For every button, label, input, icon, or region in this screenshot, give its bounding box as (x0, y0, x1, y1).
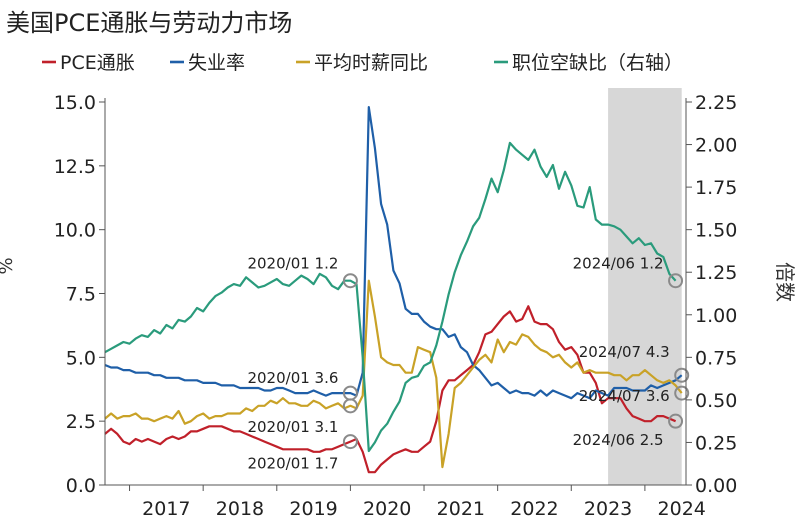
annotation-marker (674, 367, 690, 383)
x-tick-label: 2020 (363, 498, 411, 520)
left-tick-label: 7.5 (66, 284, 96, 306)
right-tick-label: 1.25 (695, 262, 737, 284)
right-axis-label: 倍数 (773, 262, 797, 302)
x-tick-label: 2019 (289, 498, 337, 520)
legend-entry: PCE通胀 (60, 52, 135, 74)
annotation-label: 2024/07 3.6 (579, 387, 670, 405)
legend-entry: 职位空缺比（右轴） (512, 52, 683, 74)
annotation-marker (342, 398, 358, 414)
annotation-labels: 2020/01 1.2 2020/01 3.6 2020/01 3.1 2020/01… (247, 255, 669, 473)
legend: PCE通胀 失业率 平均时薪同比 职位空缺比（右轴） (42, 52, 683, 74)
annotation-markers (342, 273, 690, 450)
right-tick-label: 1.00 (695, 305, 737, 327)
right-tick-label: 2.25 (695, 92, 737, 114)
left-tick-label: 0.0 (66, 475, 96, 497)
series-line (104, 279, 683, 469)
annotation-label: 2020/01 1.2 (247, 255, 338, 273)
left-tick-label: 10.0 (54, 220, 96, 242)
annotation-label: 2024/07 4.3 (579, 343, 670, 361)
right-tick-label: 0.75 (695, 347, 737, 369)
annotation-marker (342, 434, 358, 450)
annotation-label: 2020/01 3.1 (247, 418, 338, 436)
right-tick-label: 0.50 (695, 390, 737, 412)
annotation-label: 2020/01 1.7 (247, 455, 338, 473)
right-tick-label: 2.00 (695, 135, 737, 157)
x-tick-label: 2021 (437, 498, 485, 520)
annotation-marker (674, 385, 690, 401)
x-tick-label: 2022 (510, 498, 558, 520)
annotation-marker (342, 273, 358, 289)
x-tick-label: 2023 (584, 498, 632, 520)
left-tick-label: 12.5 (54, 156, 96, 178)
legend-entry: 失业率 (188, 52, 245, 74)
right-axis: 0.00 0.25 0.50 0.75 1.00 1.25 1.50 1.75 2.00 2.25 (685, 92, 737, 497)
annotation-label: 2020/01 3.6 (247, 369, 338, 387)
x-axis: 2017 2018 2019 2020 2021 2022 2023 2024 (105, 484, 706, 520)
right-tick-label: 0.25 (695, 432, 737, 454)
series-line (104, 105, 683, 400)
x-tick-label: 2017 (142, 498, 190, 520)
right-tick-label: 1.50 (695, 220, 737, 242)
right-tick-label: 1.75 (695, 177, 737, 199)
series-lines (104, 105, 683, 474)
series-line (104, 305, 677, 474)
left-axis-label: % (0, 257, 17, 274)
annotation-marker (668, 413, 684, 429)
x-tick-label: 2024 (658, 498, 706, 520)
annotation-label: 2024/06 2.5 (573, 431, 664, 449)
legend-entry: 平均时薪同比 (314, 52, 428, 74)
annotation-marker (668, 273, 684, 289)
left-tick-label: 2.5 (66, 411, 96, 433)
left-tick-label: 5.0 (66, 347, 96, 369)
left-tick-label: 15.0 (54, 92, 96, 114)
left-axis: 0.0 2.5 5.0 7.5 10.0 12.5 15.0 (54, 92, 106, 497)
x-tick-label: 2018 (216, 498, 264, 520)
annotation-label: 2024/06 1.2 (573, 255, 664, 273)
right-tick-label: 0.00 (695, 475, 737, 497)
series-line (104, 141, 677, 453)
chart-title: 美国PCE通胀与劳动力市场 (6, 9, 292, 37)
